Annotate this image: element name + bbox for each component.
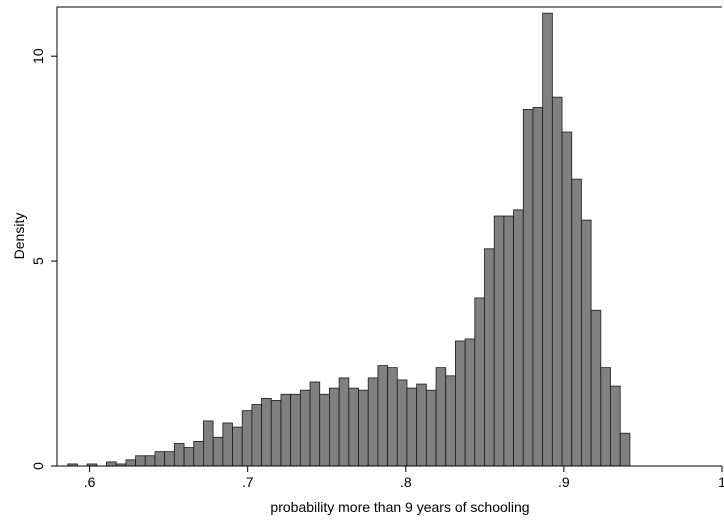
y-tick-label: 10 [30, 48, 46, 64]
histogram-bar [571, 178, 582, 467]
histogram-bar [425, 389, 437, 467]
histogram-bar [532, 107, 544, 467]
histogram-bar [261, 397, 272, 467]
histogram-bar [377, 365, 388, 467]
histogram-bar [241, 410, 253, 467]
histogram-bar [551, 96, 563, 467]
histogram-bar [503, 215, 514, 467]
y-axis-ticks: 0 5 10 [30, 48, 57, 470]
histogram-bar [484, 248, 495, 467]
histogram-bar [590, 309, 602, 467]
histogram-bar [232, 426, 243, 467]
plot-area [56, 6, 722, 467]
histogram-bar [396, 379, 408, 467]
histogram-bar [164, 451, 175, 467]
histogram-bar [581, 219, 592, 467]
histogram-bar [435, 367, 447, 467]
histogram-bar [270, 400, 282, 467]
x-tick-label: .7 [242, 474, 254, 490]
histogram-bar [154, 451, 166, 467]
histogram-bar [464, 338, 476, 467]
histogram-bar [493, 215, 505, 467]
histogram-bar [474, 297, 485, 467]
histogram-bar [106, 461, 117, 467]
histogram-bar [367, 377, 379, 467]
x-tick-label: 1 [718, 474, 724, 490]
histogram-bar [290, 393, 301, 467]
histogram-bar [348, 387, 359, 467]
histogram-bar [309, 381, 321, 467]
histogram-bar [135, 455, 146, 467]
histogram-bar [203, 420, 214, 467]
histogram-bar [513, 209, 524, 467]
x-axis-title: probability more than 9 years of schooli… [270, 499, 529, 515]
histogram-bar [329, 387, 340, 467]
histogram-bar [144, 455, 156, 467]
histogram-bar [416, 383, 427, 467]
histogram-bar [358, 389, 369, 467]
x-axis-ticks: .6 .7 .8 .9 1 [84, 466, 724, 490]
histogram-bar [406, 387, 418, 467]
histogram-bar [222, 422, 233, 467]
histogram-bar [299, 389, 311, 467]
x-tick-label: .6 [84, 474, 96, 490]
histogram-bar [125, 459, 136, 467]
y-tick-label: 5 [30, 257, 46, 265]
x-tick-label: .8 [400, 474, 412, 490]
histogram-bar [522, 109, 534, 467]
histogram-bar [212, 436, 224, 467]
histogram-bar [319, 393, 330, 467]
histogram-bar [600, 367, 611, 467]
histogram-bar [251, 404, 262, 467]
x-tick-label: .9 [558, 474, 570, 490]
histogram-bar [193, 441, 204, 467]
histogram-bar [542, 12, 553, 467]
histogram-bar [387, 367, 398, 467]
histogram-bar [173, 443, 185, 467]
histogram-bars [67, 12, 631, 467]
histogram-bar [183, 447, 195, 467]
histogram-bar [280, 393, 292, 467]
histogram-bar [561, 131, 573, 467]
histogram-bar [338, 377, 350, 467]
histogram-bar [445, 375, 456, 467]
y-tick-label: 0 [30, 462, 46, 470]
histogram-bar [455, 340, 466, 467]
y-axis-title: Density [11, 213, 27, 260]
histogram-bar [610, 385, 621, 467]
plot-frame [56, 6, 722, 466]
histogram-bar [619, 432, 631, 467]
